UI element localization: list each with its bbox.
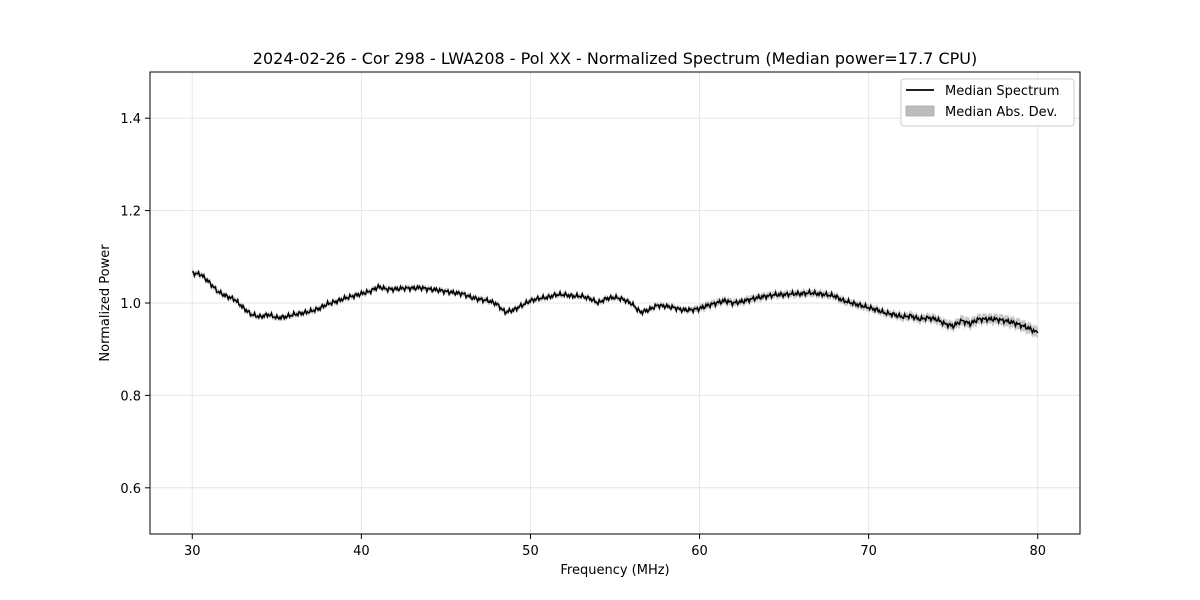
y-tick-label: 1.2	[120, 205, 141, 220]
x-tick-label: 50	[522, 544, 539, 559]
median-spectrum-line	[192, 269, 1039, 335]
x-tick-label: 60	[691, 544, 708, 559]
x-axis-ticks: 30 40 50 60 70 80	[184, 534, 1046, 559]
median-abs-dev-band	[192, 269, 1038, 339]
y-axis-ticks: 0.6 0.8 1.0 1.2 1.4	[120, 112, 150, 497]
x-tick-label: 70	[860, 544, 877, 559]
legend-label-median-abs-dev: Median Abs. Dev.	[945, 105, 1057, 120]
legend-box	[900, 78, 1075, 127]
x-tick-label: 30	[184, 544, 201, 559]
y-tick-label: 1.0	[120, 297, 141, 312]
y-tick-label: 0.6	[120, 482, 141, 497]
y-tick-label: 1.4	[120, 112, 141, 127]
x-tick-label: 80	[1029, 544, 1046, 559]
grid-lines	[150, 72, 1080, 534]
legend-band-swatch	[905, 105, 935, 117]
y-axis-label: Normalized Power	[98, 244, 113, 362]
chart-title: 2024-02-26 - Cor 298 - LWA208 - Pol XX -…	[253, 49, 977, 68]
x-tick-label: 40	[353, 544, 370, 559]
legend-label-median-spectrum: Median Spectrum	[945, 84, 1059, 99]
legend: Median Spectrum Median Abs. Dev.	[900, 78, 1075, 127]
x-axis-label: Frequency (MHz)	[560, 563, 669, 578]
y-tick-label: 0.8	[120, 389, 141, 404]
